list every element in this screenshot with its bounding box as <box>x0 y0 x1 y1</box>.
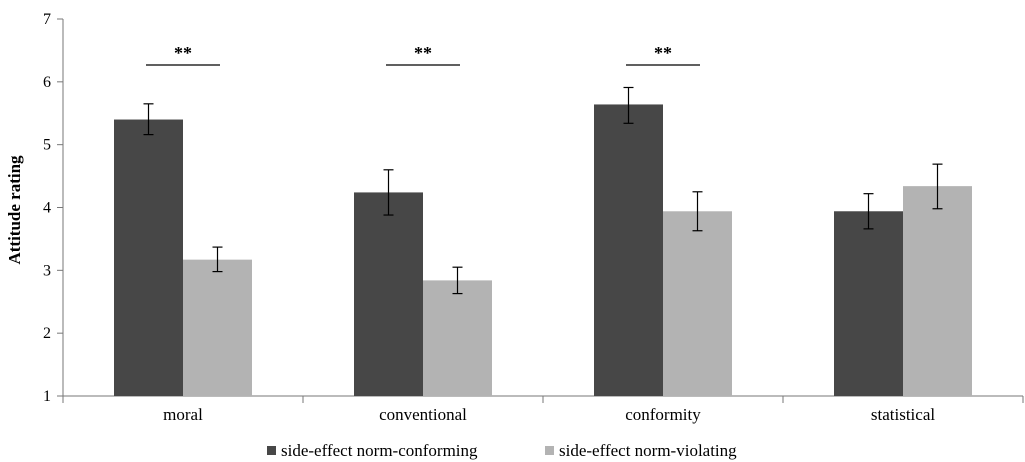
y-tick-label-5: 5 <box>43 137 51 154</box>
y-tick-label-1: 1 <box>43 388 51 405</box>
bar-statistical-conforming <box>834 211 903 396</box>
legend-swatch-1 <box>545 446 554 455</box>
category-label-conformity: conformity <box>625 405 701 424</box>
legend-swatch-0 <box>267 446 276 455</box>
y-tick-label-3: 3 <box>43 262 51 279</box>
category-label-conventional: conventional <box>379 405 467 424</box>
legend: side-effect norm-conforming side-effect n… <box>267 441 737 460</box>
bar-moral-violating <box>183 259 252 396</box>
bar-conformity-conforming <box>594 104 663 396</box>
significance-label-conventional: ** <box>414 43 432 63</box>
significance-label-moral: ** <box>174 43 192 63</box>
bar-conformity-violating <box>663 211 732 396</box>
y-tick-label-4: 4 <box>43 200 51 217</box>
bar-statistical-violating <box>903 186 972 396</box>
bar-conventional-conforming <box>354 192 423 396</box>
significance-markers: ** ** ** <box>146 43 700 66</box>
category-label-statistical: statistical <box>871 405 935 424</box>
y-axis-label: Attitude rating <box>5 155 24 265</box>
category-label-moral: moral <box>163 405 203 424</box>
bar-conventional-violating <box>423 280 492 396</box>
bars <box>114 104 972 397</box>
error-bars <box>143 86 943 295</box>
y-tick-label-6: 6 <box>43 74 51 91</box>
legend-label-0: side-effect norm-conforming <box>281 441 478 460</box>
tick-labels: 1 2 3 4 5 6 7 moral conventional conformity statis… <box>43 11 935 424</box>
y-tick-label-7: 7 <box>43 11 51 28</box>
bar-moral-conforming <box>114 119 183 397</box>
y-tick-label-2: 2 <box>43 325 51 342</box>
significance-label-conformity: ** <box>654 43 672 63</box>
legend-label-1: side-effect norm-violating <box>559 441 737 460</box>
